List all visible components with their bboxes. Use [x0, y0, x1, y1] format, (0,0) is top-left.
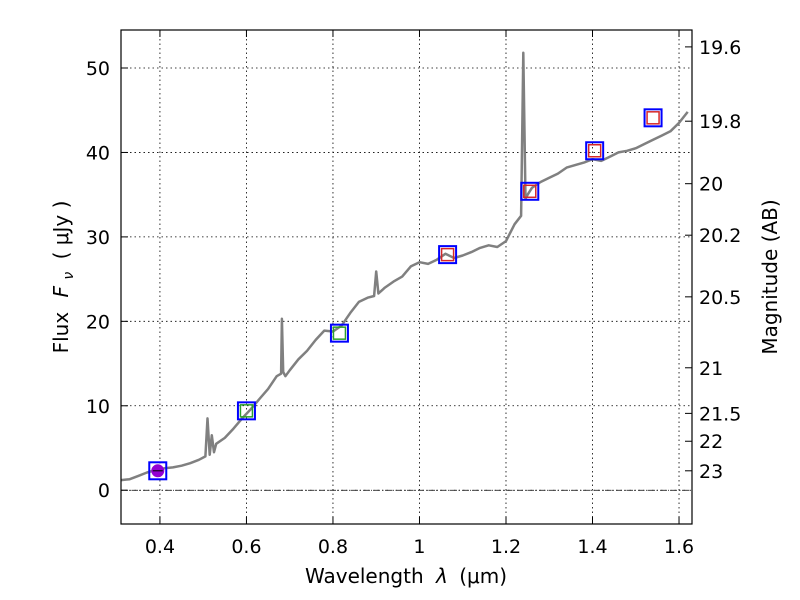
x-tick-label: 1.6 [664, 536, 694, 558]
model-flux-marker [438, 245, 458, 265]
observed-flux-marker [646, 111, 660, 125]
x-tick-label: 0.8 [318, 536, 348, 558]
y-axis-title: Flux F ν ( μJy ) [49, 201, 78, 354]
x-axis-title: Wavelength λ (μm) [305, 564, 507, 588]
y2-tick-label: 20.2 [699, 225, 741, 247]
model-flux-marker [148, 461, 168, 481]
y2-axis-title: Magnitude (AB) [758, 199, 782, 354]
model-flux-marker [329, 323, 349, 343]
y2-tick-label: 20.5 [699, 287, 741, 309]
observed-flux-marker [523, 184, 537, 199]
y-tick-label: 20 [86, 311, 110, 333]
x-axis-title-unit: (μm) [459, 564, 507, 588]
x-tick-label: 0.4 [145, 536, 175, 558]
model-flux-marker [643, 108, 663, 128]
y2-tick-label: 19.6 [699, 37, 741, 59]
y-tick-label: 0 [98, 480, 110, 502]
model-flux-marker [236, 401, 256, 421]
photometry-points [148, 108, 663, 481]
spectrum-line [120, 51, 689, 482]
observed-flux-marker [332, 326, 347, 340]
x-tick-label: 1.2 [491, 536, 521, 558]
observed-flux-marker [239, 404, 254, 418]
model-flux-marker [520, 181, 540, 201]
y2-tick-label: 21.5 [699, 403, 741, 425]
y2-tick-label: 22 [699, 431, 723, 453]
y2-tick-label: 23 [699, 461, 723, 483]
y-axis-title-text: Flux [49, 312, 73, 354]
y2-tick-label: 21 [699, 358, 723, 380]
y2-tick-label: 20 [699, 174, 723, 196]
y-tick-label: 50 [86, 58, 110, 80]
observed-flux-marker [440, 247, 455, 262]
y-axis-title-subscript: ν [61, 272, 77, 280]
x-tick-label: 0.6 [231, 536, 261, 558]
model-flux-marker [585, 141, 605, 161]
grid [121, 30, 692, 524]
x-tick-label: 1 [413, 536, 425, 558]
x-axis-title-text: Wavelength [305, 564, 424, 588]
y-tick-label: 40 [86, 142, 110, 164]
axis-ticks: 0.4 0.6 0.8 1 1.2 1.4 1.6 0 10 20 30 40 50 19.6 19.8 20… [86, 30, 741, 558]
y2-tick-label: 19.8 [699, 111, 741, 133]
x-tick-label: 1.4 [577, 536, 607, 558]
plot-frame [120, 29, 693, 525]
y-axis-title-symbol: F [49, 285, 73, 297]
x-axis-title-symbol: λ [435, 564, 448, 588]
observed-flux-marker [587, 144, 602, 158]
y2-axis-title-text: Magnitude (AB) [758, 199, 782, 354]
y-tick-label: 30 [86, 227, 110, 249]
y-tick-label: 10 [86, 396, 110, 418]
y-axis-title-unit: ( μJy ) [49, 201, 73, 260]
